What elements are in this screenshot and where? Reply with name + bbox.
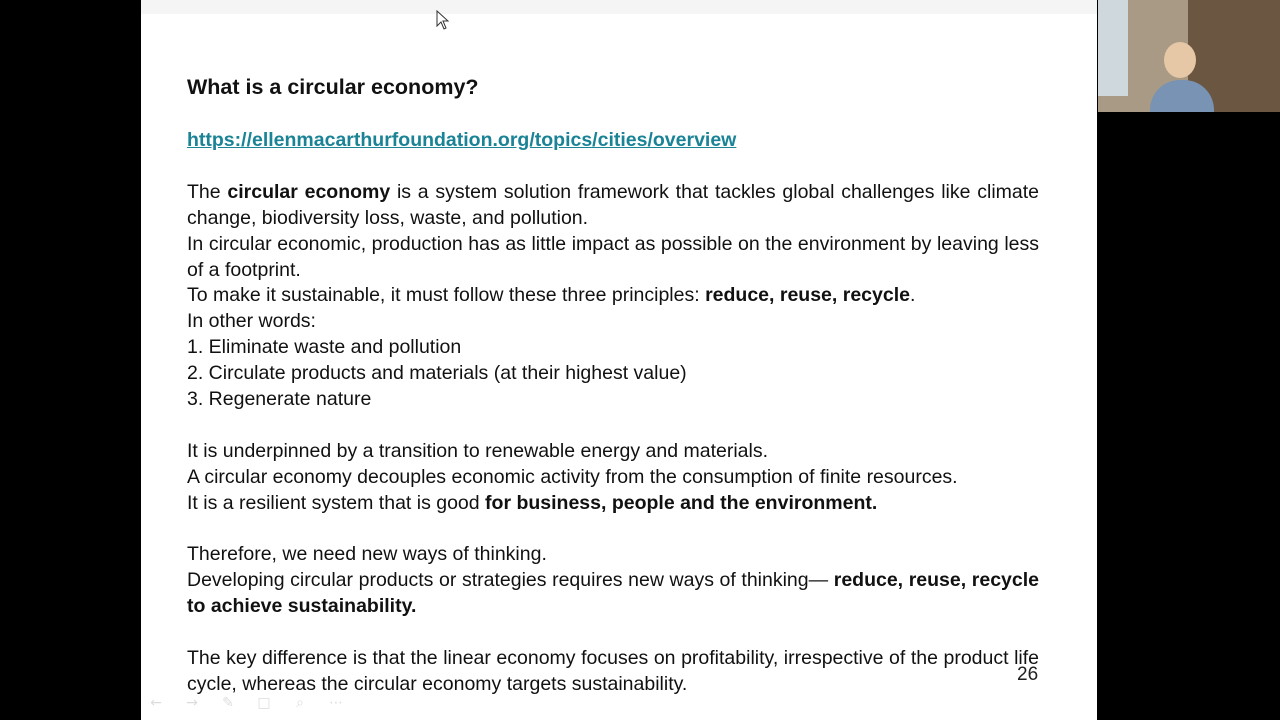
more-options-icon[interactable]: ⋯ (329, 695, 343, 711)
list-item: 2. Circulate products and materials (at … (187, 362, 687, 385)
spacer (187, 413, 1039, 439)
paragraph-impact: In circular economic, production has as … (187, 232, 1039, 281)
list-item: 1. Eliminate waste and pollution (187, 336, 462, 359)
presentation-toolbar: ← → ✎ □ ⌕ ⋯ (141, 692, 351, 716)
source-link[interactable]: https://ellenmacarthurfoundation.org/top… (187, 129, 737, 151)
text-run: To make it sustainable, it must follow t… (187, 284, 706, 307)
text-run: It is a resilient system that is good (187, 491, 486, 514)
list-item: 3. Regenerate nature (187, 388, 372, 411)
paragraph-decouples: A circular economy decouples economic ac… (187, 465, 958, 488)
page-number: 26 (1017, 664, 1039, 685)
webcam-window-area (1098, 0, 1128, 96)
paragraph-other-words: In other words: (187, 310, 316, 333)
spacer (187, 620, 1039, 646)
paragraph-therefore: Therefore, we need new ways of thinking. (187, 543, 547, 566)
paragraph-definition: The circular economy is a system solutio… (187, 180, 1039, 232)
mouse-cursor-icon (436, 10, 450, 30)
previous-slide-icon[interactable]: ← (150, 695, 162, 711)
slide-title: What is a circular economy? (187, 75, 479, 99)
paragraph-key-difference: The key difference is that the linear ec… (187, 647, 1039, 695)
text-run: The (187, 180, 228, 203)
next-slide-icon[interactable]: → (186, 695, 198, 711)
slides-icon[interactable]: □ (257, 695, 271, 711)
text-run: is a system solution framework that tack… (187, 180, 1039, 229)
slide-content: What is a circular economy? https://elle… (187, 75, 1039, 698)
spacer (187, 517, 1039, 543)
text-run: Developing circular products or strategi… (187, 569, 834, 592)
zoom-icon[interactable]: ⌕ (296, 695, 304, 711)
paragraph-resilient: It is a resilient system that is good fo… (187, 491, 1039, 517)
paragraph-renewable: It is underpinned by a transition to ren… (187, 439, 769, 462)
emphasis-business-people: for business, people and the environment… (485, 491, 878, 514)
emphasis-sustainability: reduce, reuse, recycle to achieve sustai… (187, 569, 1039, 618)
paragraph-developing: Developing circular products or strategi… (187, 568, 1039, 620)
emphasis-principles: reduce, reuse, recycle (705, 284, 910, 307)
paragraph-principles: To make it sustainable, it must follow t… (187, 283, 1039, 309)
emphasis-circular-economy: circular economy (227, 180, 391, 203)
webcam-person-head (1164, 42, 1196, 78)
text-run: . (909, 284, 916, 307)
slide-canvas: What is a circular economy? https://elle… (141, 0, 1097, 720)
spacer (187, 154, 1039, 180)
pen-icon[interactable]: ✎ (222, 695, 234, 711)
slide-top-strip (141, 0, 1097, 14)
webcam-thumbnail[interactable] (1098, 0, 1280, 112)
